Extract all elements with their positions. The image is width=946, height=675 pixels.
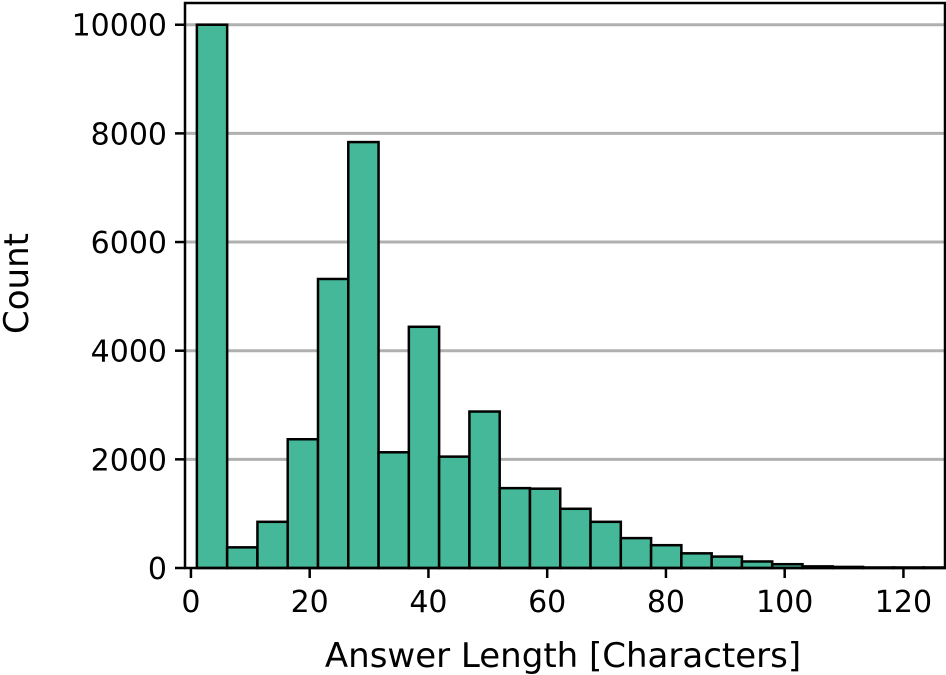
y-tick-label-3: 6000 (91, 226, 167, 261)
histogram-bar-7 (407, 325, 441, 570)
x-axis-ticks: 0 20 40 60 80 100 120 (181, 568, 932, 620)
histogram-bar-3 (286, 437, 320, 570)
histogram-bar-16 (680, 552, 713, 570)
histogram-bar-0 (195, 23, 229, 570)
x-tick-label-0: 0 (181, 585, 200, 620)
histogram-bar-13 (589, 520, 623, 570)
histogram-bar-12 (559, 507, 592, 570)
histogram-bar-1 (225, 546, 259, 570)
histogram-bars (195, 23, 946, 570)
x-tick-label-1: 20 (291, 585, 329, 620)
y-tick-label-0: 0 (148, 552, 167, 587)
histogram-bar-14 (619, 536, 653, 570)
x-tick-label-3: 60 (528, 585, 566, 620)
histogram-bar-6 (377, 451, 411, 570)
histogram-bar-9 (468, 410, 501, 570)
histogram-bar-10 (498, 486, 532, 570)
plot-frame (183, 1, 946, 570)
y-tick-label-1: 2000 (91, 443, 167, 478)
y-tick-label-2: 4000 (91, 335, 167, 370)
x-tick-label-6: 120 (875, 585, 932, 620)
histogram-bar-5 (347, 140, 380, 570)
y-tick-label-4: 8000 (91, 117, 167, 152)
histogram-bar-2 (256, 520, 289, 570)
x-tick-label-5: 100 (756, 585, 813, 620)
y-axis-label: Count (0, 233, 37, 334)
histogram-bar-4 (316, 277, 350, 570)
histogram-bar-15 (649, 543, 683, 570)
histogram-bar-17 (710, 555, 744, 570)
y-axis-ticks: 0 2000 4000 6000 8000 10000 (72, 9, 185, 587)
grid-lines (185, 23, 945, 461)
y-tick-label-5: 10000 (72, 9, 167, 44)
x-axis-label: Answer Length [Characters] (325, 636, 801, 675)
histogram-bar-11 (528, 487, 562, 570)
x-tick-label-2: 40 (409, 585, 447, 620)
histogram-bar-8 (437, 455, 471, 570)
x-tick-label-4: 80 (647, 585, 685, 620)
